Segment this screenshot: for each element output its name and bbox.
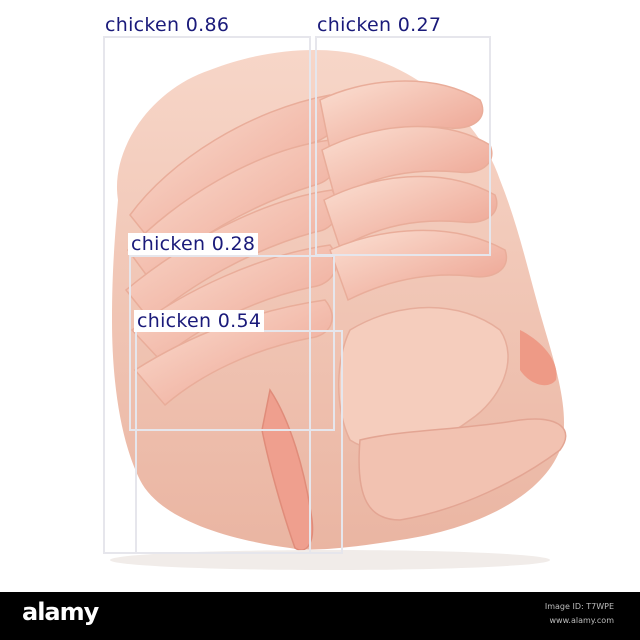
detection-label: chicken 0.28 xyxy=(128,233,259,255)
detection-box xyxy=(129,255,335,431)
detection-label: chicken 0.54 xyxy=(134,310,265,332)
image-id-text: Image ID: T7WPE xyxy=(544,602,614,611)
detection-label: chicken 0.27 xyxy=(314,14,445,36)
chicken-wings-photo xyxy=(110,50,567,570)
watermark-footer: alamy Image ID: T7WPE www.alamy.com xyxy=(0,592,640,640)
site-url-text: www.alamy.com xyxy=(549,616,614,625)
detection-box xyxy=(135,330,343,554)
brand-logo: alamy xyxy=(22,598,99,626)
detection-label: chicken 0.86 xyxy=(102,14,233,36)
detection-box xyxy=(315,36,491,256)
